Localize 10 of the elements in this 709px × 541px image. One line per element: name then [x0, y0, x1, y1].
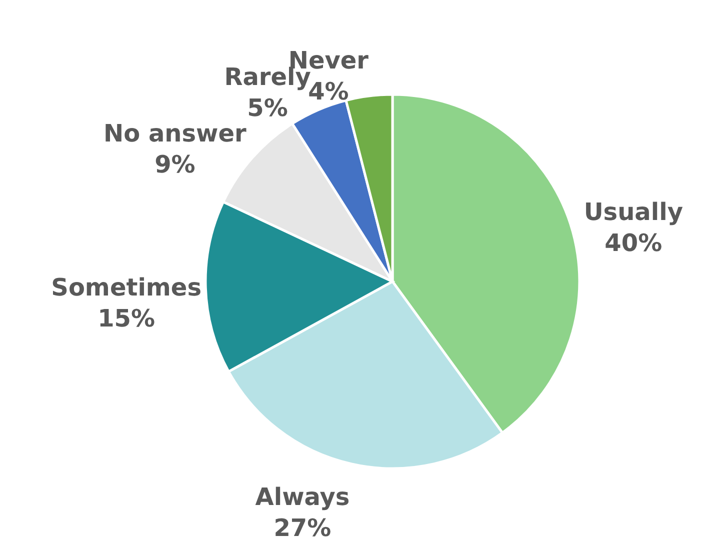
- slice-label: No answer: [104, 120, 247, 148]
- data-label: 27%: [274, 514, 332, 541]
- slice-label: Always: [255, 483, 350, 512]
- data-label: 5%: [247, 94, 288, 122]
- data-label: 15%: [98, 304, 156, 332]
- slice-label: Sometimes: [51, 273, 202, 302]
- data-label: 40%: [604, 228, 662, 257]
- data-label: 4%: [308, 77, 349, 106]
- data-label: 9%: [154, 150, 196, 179]
- slice-label: Usually: [584, 198, 684, 226]
